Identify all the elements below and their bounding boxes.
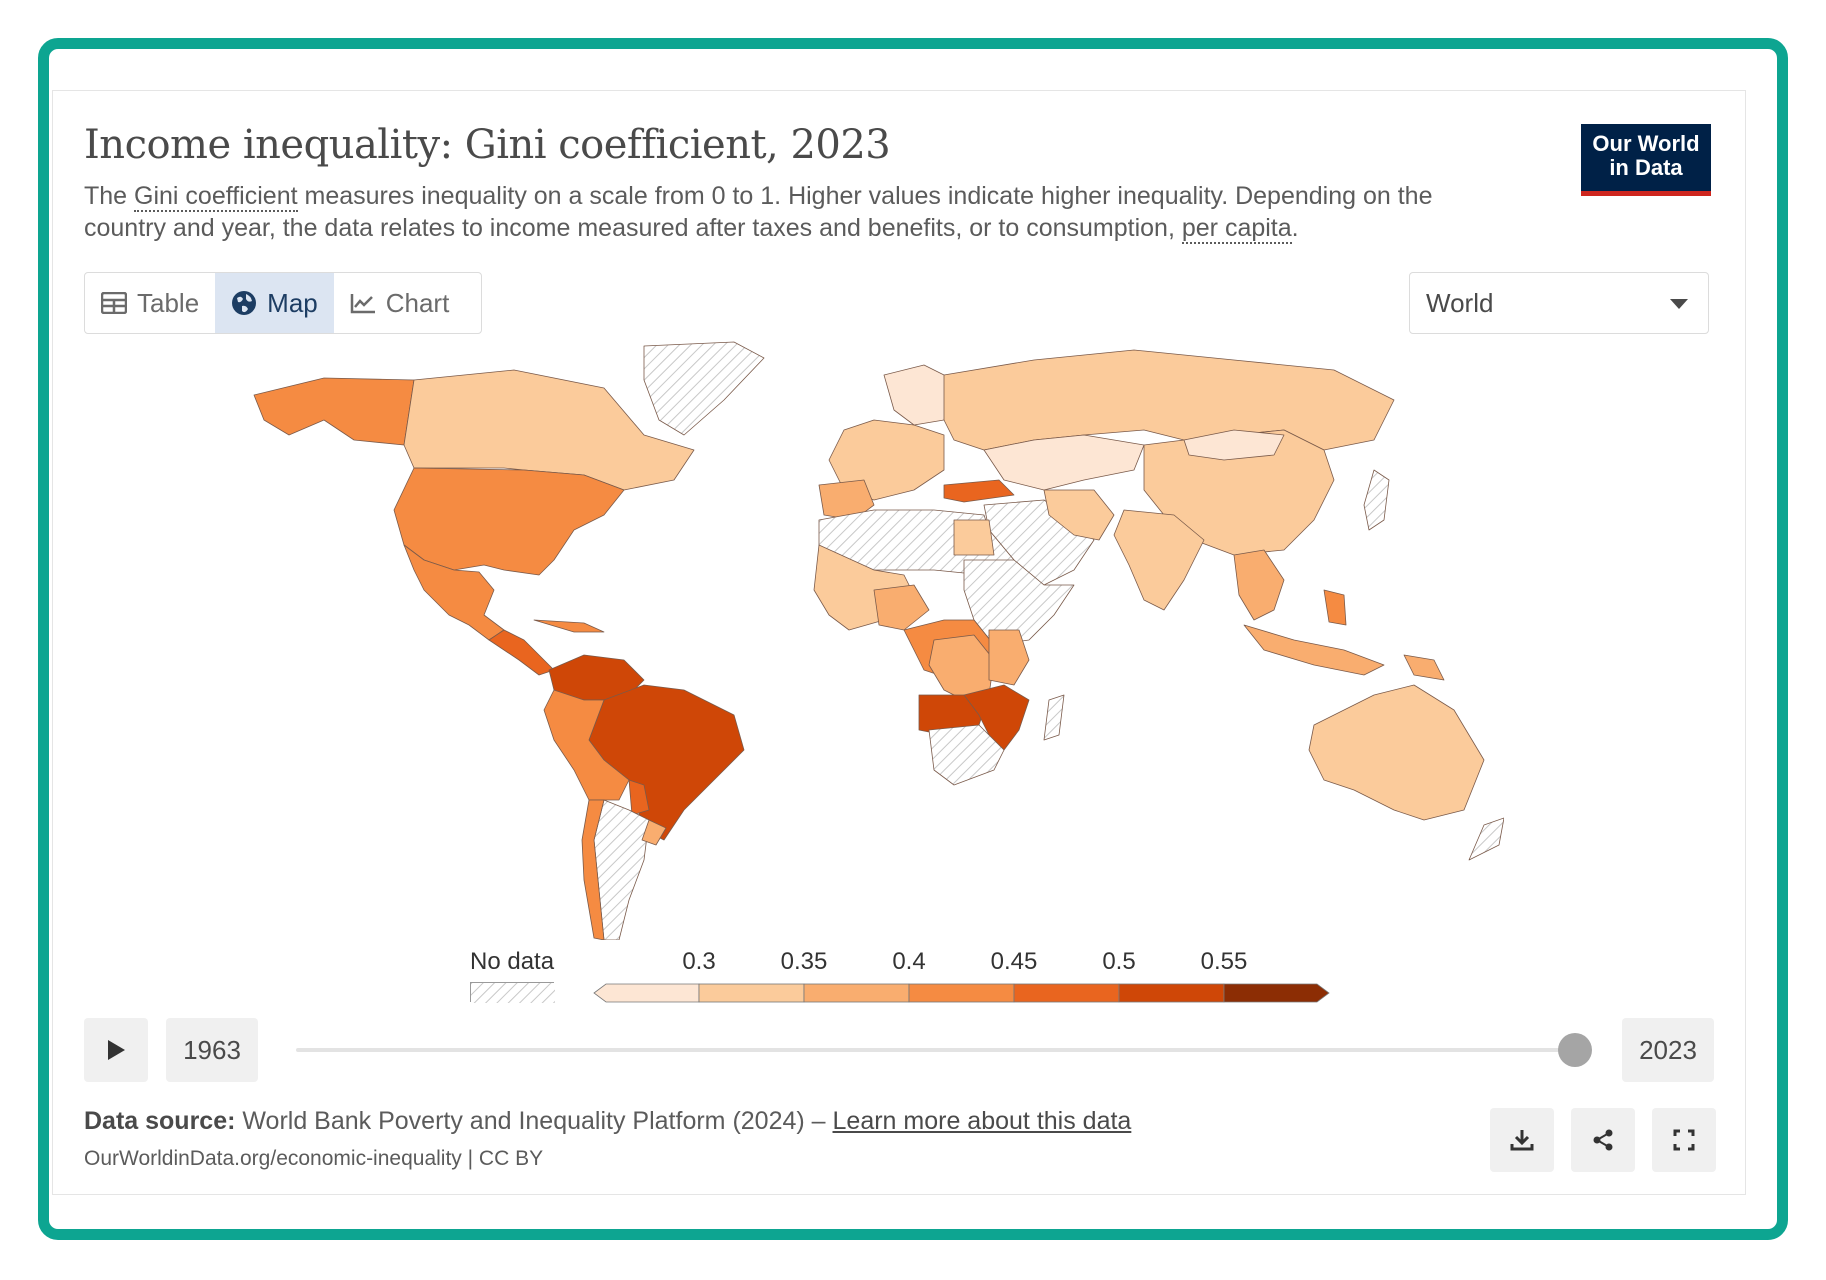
play-icon <box>108 1040 125 1060</box>
zambia[interactable] <box>963 684 1030 751</box>
india[interactable] <box>1113 509 1205 611</box>
world-map[interactable] <box>84 340 1504 940</box>
philippines[interactable] <box>1323 589 1347 626</box>
chart-subtitle: The Gini coefficient measures inequality… <box>84 182 1433 244</box>
share-icon <box>1593 1129 1613 1151</box>
legend-nodata-label: No data <box>470 948 555 975</box>
papua-new-guinea[interactable] <box>1403 654 1445 681</box>
madagascar[interactable] <box>1043 694 1065 741</box>
start-year[interactable]: 1963 <box>166 1018 258 1082</box>
nigeria[interactable] <box>873 584 930 631</box>
japan[interactable] <box>1363 469 1390 531</box>
globe-icon <box>232 291 257 315</box>
per-capita-link[interactable]: per capita <box>1181 214 1292 244</box>
fullscreen-button[interactable] <box>1652 1108 1716 1172</box>
share-button[interactable] <box>1571 1108 1635 1172</box>
view-tabs: Table Map Chart <box>84 272 482 334</box>
legend-color-bin[interactable] <box>908 983 1015 1003</box>
play-button[interactable] <box>84 1018 148 1082</box>
legend-color-bin[interactable] <box>593 983 700 1003</box>
central-america[interactable] <box>488 629 555 676</box>
legend-tick: 0.4 <box>892 948 926 975</box>
east-africa[interactable] <box>963 559 1075 646</box>
learn-more-link[interactable]: Learn more about this data <box>832 1107 1132 1135</box>
legend-tick: 0.3 <box>682 948 716 975</box>
legend-color-bin[interactable] <box>1013 983 1120 1003</box>
iran[interactable] <box>1043 489 1115 541</box>
mongolia[interactable] <box>1183 429 1285 461</box>
table-icon <box>101 292 127 314</box>
paraguay[interactable] <box>628 779 650 816</box>
tanzania[interactable] <box>988 629 1030 686</box>
chart-title: Income inequality: Gini coefficient, 202… <box>84 122 891 168</box>
chevron-down-icon <box>1670 299 1688 309</box>
legend-tick: 0.35 <box>780 948 828 975</box>
legend-color-bin[interactable] <box>698 983 805 1003</box>
indonesia[interactable] <box>1243 624 1385 676</box>
download-button[interactable] <box>1490 1108 1554 1172</box>
gini-link[interactable]: Gini coefficient <box>134 182 298 212</box>
legend-color-bin[interactable] <box>1223 983 1330 1003</box>
scandinavia[interactable] <box>883 364 955 426</box>
kazakhstan[interactable] <box>983 434 1145 491</box>
end-year[interactable]: 2023 <box>1622 1018 1714 1082</box>
outer-frame <box>38 38 1788 1240</box>
greenland[interactable] <box>643 341 765 436</box>
south-africa[interactable] <box>928 724 1005 786</box>
owid-logo[interactable]: Our World in Data <box>1581 124 1711 196</box>
legend-tick: 0.55 <box>1200 948 1248 975</box>
egypt[interactable] <box>953 519 995 556</box>
southeast-asia[interactable] <box>1233 549 1285 621</box>
peru[interactable] <box>543 689 630 801</box>
legend-nodata-swatch <box>470 982 555 1003</box>
usa[interactable] <box>393 467 625 576</box>
russia[interactable] <box>943 349 1395 451</box>
australia[interactable] <box>1308 684 1485 821</box>
tab-table[interactable]: Table <box>85 273 215 333</box>
legend-tick: 0.5 <box>1102 948 1136 975</box>
europe-west[interactable] <box>828 419 945 501</box>
fullscreen-icon <box>1673 1129 1695 1151</box>
tab-chart[interactable]: Chart <box>334 273 466 333</box>
download-icon <box>1510 1130 1534 1151</box>
line-chart-icon <box>350 294 375 314</box>
legend-color-bin[interactable] <box>803 983 910 1003</box>
legend-tick: 0.45 <box>990 948 1038 975</box>
alaska[interactable] <box>253 377 415 446</box>
data-source: Data source: World Bank Poverty and Ineq… <box>84 1107 1132 1135</box>
legend-color-bar <box>593 983 1330 1003</box>
timeline-slider-handle[interactable] <box>1558 1033 1592 1067</box>
chart-card <box>52 90 1746 1195</box>
timeline-slider-track[interactable] <box>296 1048 1576 1052</box>
caribbean[interactable] <box>533 619 605 633</box>
new-zealand[interactable] <box>1468 817 1504 861</box>
turkey[interactable] <box>943 479 1015 503</box>
tab-map[interactable]: Map <box>215 273 334 333</box>
uruguay[interactable] <box>641 819 667 846</box>
source-url[interactable]: OurWorldinData.org/economic-inequality |… <box>84 1147 544 1170</box>
region-select[interactable]: World <box>1409 272 1709 334</box>
legend-color-bin[interactable] <box>1118 983 1225 1003</box>
chile[interactable] <box>581 799 605 940</box>
